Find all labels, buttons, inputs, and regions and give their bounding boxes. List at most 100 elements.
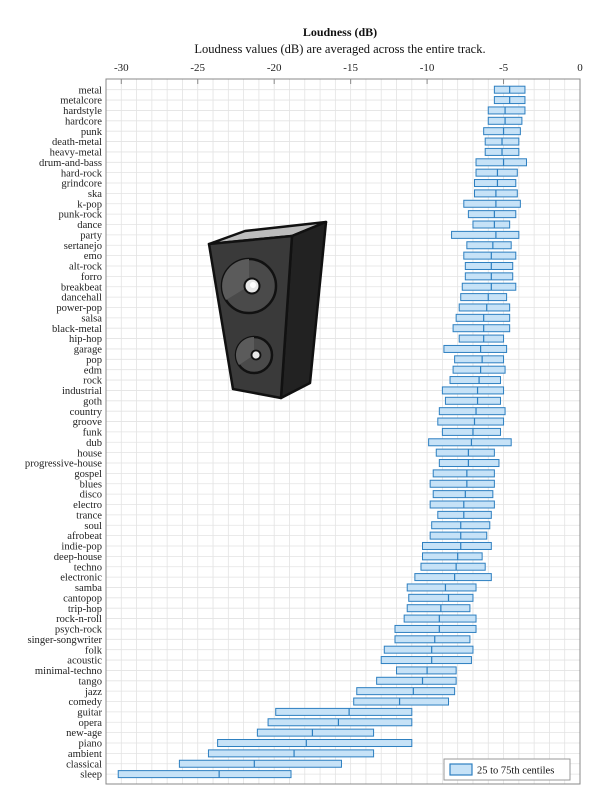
iqr-box bbox=[460, 293, 508, 302]
iqr-box bbox=[438, 459, 500, 468]
category-label: hard-rock bbox=[61, 168, 103, 179]
category-label: emo bbox=[84, 251, 102, 262]
category-label: comedy bbox=[68, 697, 102, 708]
iqr-box bbox=[472, 220, 511, 229]
iqr-box bbox=[437, 417, 505, 426]
category-label: rock-n-roll bbox=[56, 614, 102, 625]
iqr-box bbox=[452, 324, 511, 333]
category-label: tango bbox=[78, 676, 102, 687]
category-axis: metalmetalcorehardstylehardcorepunkdeath… bbox=[25, 85, 103, 780]
iqr-box bbox=[451, 230, 520, 239]
category-label: singer-songwriter bbox=[27, 635, 102, 646]
category-label: dancehall bbox=[61, 293, 102, 304]
category-label: pop bbox=[86, 355, 102, 366]
category-label: hardcore bbox=[65, 116, 102, 127]
category-label: disco bbox=[80, 490, 102, 501]
category-label: heavy-metal bbox=[50, 148, 102, 159]
iqr-box bbox=[483, 127, 521, 136]
iqr-box bbox=[444, 396, 501, 405]
category-label: industrial bbox=[62, 386, 102, 397]
category-label: sleep bbox=[80, 770, 102, 781]
iqr-box bbox=[207, 749, 375, 758]
category-label: sertanejo bbox=[64, 241, 102, 252]
legend-label: 25 to 75th centiles bbox=[477, 766, 554, 777]
iqr-box bbox=[441, 386, 505, 395]
iqr-box bbox=[467, 210, 517, 219]
iqr-box bbox=[394, 635, 471, 644]
iqr-box bbox=[256, 728, 375, 737]
category-label: guitar bbox=[77, 708, 102, 719]
category-label: folk bbox=[85, 645, 103, 656]
iqr-box bbox=[432, 490, 494, 499]
category-label: rock bbox=[83, 376, 103, 387]
iqr-box bbox=[455, 313, 511, 322]
category-label: indie-pop bbox=[61, 542, 102, 553]
category-label: black-metal bbox=[52, 324, 102, 335]
category-label: hip-hop bbox=[69, 334, 102, 345]
iqr-box bbox=[429, 500, 495, 509]
category-label: samba bbox=[75, 583, 102, 594]
category-label: blues bbox=[80, 479, 102, 490]
iqr-box bbox=[394, 624, 477, 633]
category-label: punk bbox=[81, 127, 103, 138]
category-label: goth bbox=[83, 396, 103, 407]
iqr-box bbox=[458, 303, 511, 312]
category-label: trip-hop bbox=[68, 604, 102, 615]
category-label: hardstyle bbox=[63, 106, 102, 117]
boxes bbox=[117, 85, 527, 779]
x-tick-label: -15 bbox=[343, 62, 358, 74]
iqr-box bbox=[432, 469, 495, 478]
iqr-box bbox=[443, 344, 508, 353]
x-tick-label: -25 bbox=[190, 62, 205, 74]
iqr-box bbox=[473, 179, 517, 188]
iqr-box bbox=[414, 573, 492, 582]
iqr-box bbox=[275, 707, 413, 716]
category-label: trance bbox=[76, 510, 102, 521]
speaker-icon bbox=[207, 220, 328, 400]
x-tick-label: -5 bbox=[499, 62, 509, 74]
iqr-box bbox=[454, 355, 505, 364]
category-label: psych-rock bbox=[55, 625, 103, 636]
category-label: acoustic bbox=[67, 656, 102, 667]
chart-subtitle: Loudness values (dB) are averaged across… bbox=[194, 42, 485, 56]
category-label: electronic bbox=[60, 573, 102, 584]
x-tick-label: -30 bbox=[114, 62, 129, 74]
category-label: metal bbox=[78, 85, 102, 96]
iqr-box bbox=[408, 593, 474, 602]
category-label: deep-house bbox=[54, 552, 103, 563]
category-label: dub bbox=[86, 438, 102, 449]
iqr-box bbox=[353, 697, 450, 706]
category-label: drum-and-bass bbox=[39, 158, 102, 169]
x-axis: -30 -25 -20 -15 -10 -5 0 bbox=[114, 62, 583, 84]
iqr-box bbox=[217, 739, 413, 748]
iqr-box bbox=[267, 718, 413, 727]
iqr-box bbox=[464, 261, 514, 270]
chart-title: Loudness (dB) bbox=[303, 25, 377, 39]
category-label: techno bbox=[74, 562, 102, 573]
category-label: house bbox=[77, 448, 102, 459]
iqr-box bbox=[438, 407, 506, 416]
iqr-box bbox=[452, 365, 506, 374]
iqr-box bbox=[178, 759, 342, 768]
iqr-box bbox=[403, 614, 477, 623]
category-label: soul bbox=[84, 521, 102, 532]
category-label: new-age bbox=[66, 728, 102, 739]
category-label: groove bbox=[73, 417, 103, 428]
iqr-box bbox=[380, 656, 472, 665]
category-label: cantopop bbox=[63, 593, 102, 604]
category-label: country bbox=[70, 407, 103, 418]
iqr-box bbox=[461, 282, 517, 291]
iqr-box bbox=[464, 272, 514, 281]
iqr-box bbox=[429, 531, 488, 540]
category-label: electro bbox=[73, 500, 102, 511]
category-label: progressive-house bbox=[25, 459, 102, 470]
category-label: gospel bbox=[74, 469, 102, 480]
category-label: breakbeat bbox=[61, 282, 102, 293]
iqr-box bbox=[437, 510, 492, 519]
iqr-box bbox=[406, 583, 477, 592]
category-label: classical bbox=[66, 759, 102, 770]
x-tick-label: 0 bbox=[577, 62, 583, 74]
category-label: grindcore bbox=[61, 179, 102, 190]
category-label: forro bbox=[81, 272, 102, 283]
